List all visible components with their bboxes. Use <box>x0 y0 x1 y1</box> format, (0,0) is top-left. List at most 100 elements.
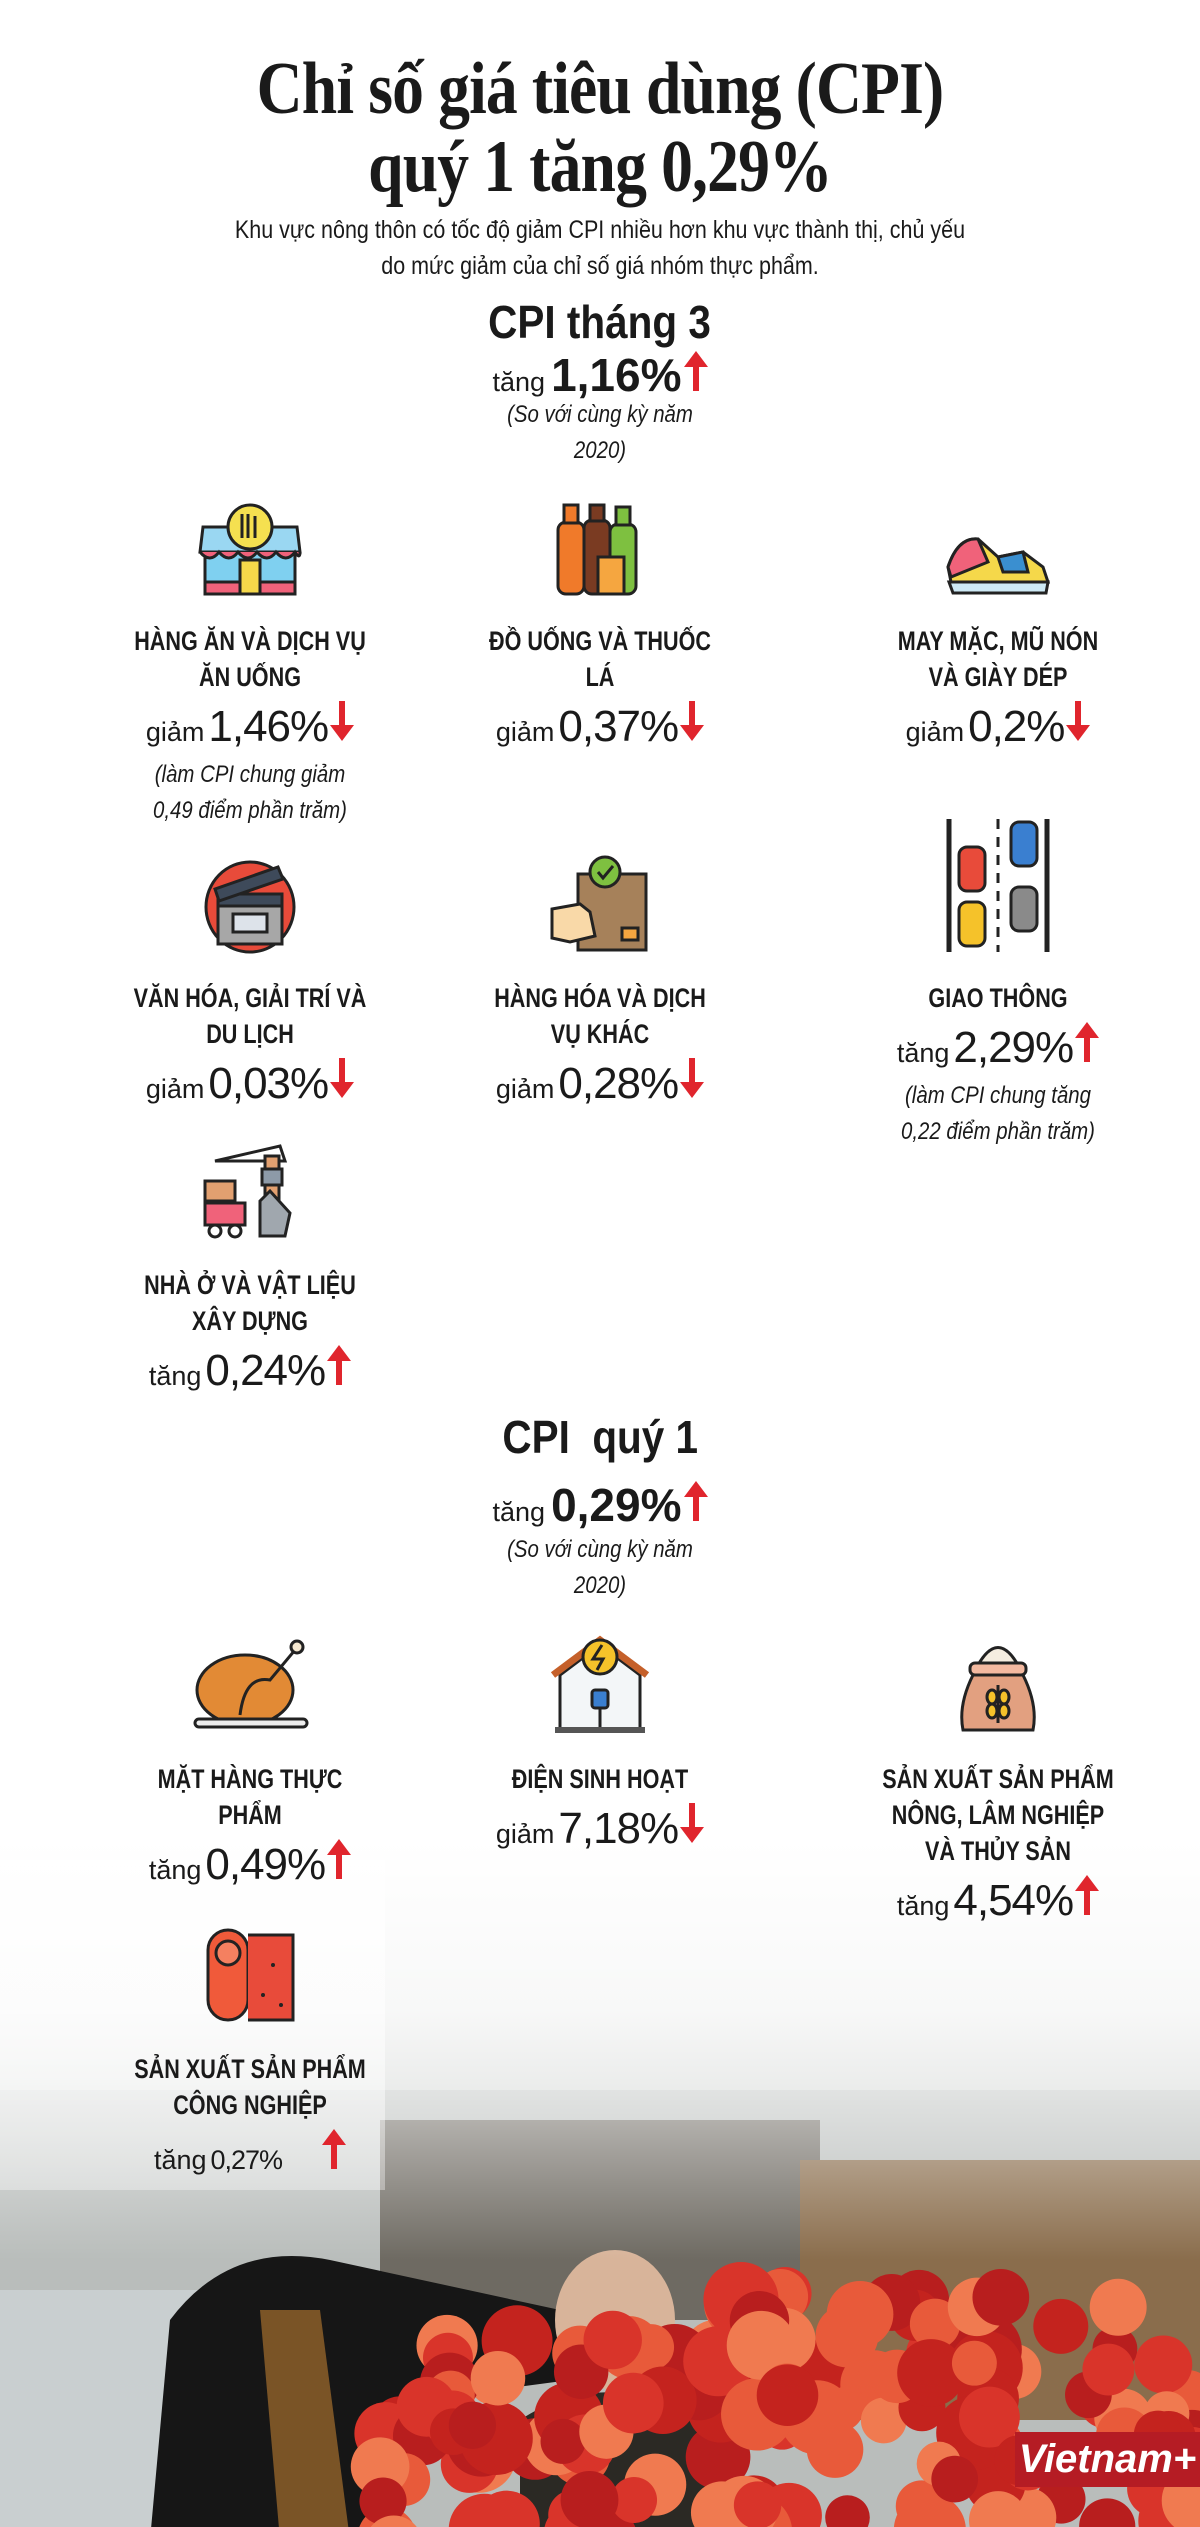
month-cpi-title: CPI tháng 3 <box>0 295 1200 349</box>
fabric-roll-icon <box>50 1925 450 2025</box>
electricity-house-icon <box>400 1635 800 1735</box>
category-item: GIAO THÔNG tăng2,29% (làm CPI chung tăng… <box>798 817 1198 1150</box>
apple <box>370 2515 417 2527</box>
apple <box>931 2455 979 2503</box>
package-icon <box>400 854 800 954</box>
change-word: tăng <box>148 1855 202 1885</box>
category-label: HÀNG HÓA VÀ DỊCH VỤ KHÁC <box>400 980 800 1052</box>
label-line: SẢN XUẤT SẢN PHẨM <box>882 1764 1114 1794</box>
arrow-down-icon <box>680 1058 705 1103</box>
apple <box>968 2491 1028 2527</box>
apple <box>560 2471 619 2527</box>
change-word: giảm <box>905 717 965 747</box>
change-value: 0,24% <box>205 1346 326 1395</box>
change-word: tăng <box>896 1038 950 1068</box>
apple <box>815 2304 879 2368</box>
change-word: giảm <box>145 1074 205 1104</box>
change-row: giảm0,37% <box>400 701 800 757</box>
apple <box>540 2418 586 2464</box>
category-label: MAY MẶC, MŨ NÓN VÀ GIÀY DÉP <box>798 623 1198 695</box>
apple <box>860 2397 907 2444</box>
arrow-down-icon <box>330 1058 355 1103</box>
apple <box>359 2477 407 2525</box>
apple <box>726 2310 796 2380</box>
vietnamplus-logo: Vietnam+ <box>1015 2432 1200 2487</box>
apple <box>1033 2298 1089 2354</box>
change-value: 1,46% <box>208 702 329 751</box>
roast-chicken-icon <box>50 1635 450 1735</box>
label-line: GIAO THÔNG <box>928 983 1068 1013</box>
category-label: ĐIỆN SINH HOẠT <box>400 1761 800 1797</box>
arrow-up-icon <box>1075 1875 1100 1920</box>
label-line: ĐIỆN SINH HOẠT <box>511 1764 689 1794</box>
change-value: 0,29% <box>551 1479 682 1531</box>
label-line: HÀNG HÓA VÀ DỊCH <box>494 983 706 1013</box>
change-value: 1,16% <box>551 349 682 401</box>
category-item: HÀNG HÓA VÀ DỊCH VỤ KHÁC giảm0,28% <box>400 854 800 1114</box>
month-note: (So với cùng kỳ năm 2020) <box>400 397 800 469</box>
category-label: SẢN XUẤT SẢN PHẨM NÔNG, LÂM NGHIỆP VÀ TH… <box>798 1761 1198 1869</box>
apple <box>951 2340 997 2386</box>
title-line: quý 1 tăng 0,29% <box>368 126 832 208</box>
label-line: MAY MẶC, MŨ NÓN <box>897 626 1099 656</box>
change-value: 0,28% <box>558 1059 679 1108</box>
bottles-icon <box>400 497 800 597</box>
label-line: XÂY DỰNG <box>192 1306 308 1336</box>
title-line: Chỉ số giá tiêu dùng (CPI) <box>256 48 944 130</box>
note-line: (So với cùng kỳ năm <box>507 401 693 428</box>
label-line: HÀNG ĂN VÀ DỊCH VỤ <box>134 626 366 656</box>
note-line: (làm CPI chung tăng <box>905 1082 1091 1109</box>
change-value: 0,03% <box>208 1059 329 1108</box>
change-row: giảm0,2% <box>798 701 1198 757</box>
arrow-down-icon <box>680 1803 705 1848</box>
label-line: SẢN XUẤT SẢN PHẨM <box>134 2054 366 2084</box>
change-word: giảm <box>495 1074 555 1104</box>
arrow-up-icon <box>683 1481 708 1526</box>
apple <box>756 2364 819 2426</box>
apple <box>448 2401 497 2449</box>
quarter-cpi-title: CPI quý 1 <box>0 1410 1200 1464</box>
category-label: GIAO THÔNG <box>798 980 1198 1016</box>
label-line: NHÀ Ở VÀ VẬT LIỆU <box>144 1270 356 1300</box>
month-cpi-value: tăng 1,16% <box>0 348 1200 402</box>
category-item: ĐỒ UỐNG VÀ THUỐC LÁ giảm0,37% <box>400 497 800 757</box>
apple <box>583 2310 642 2370</box>
arrow-up-icon <box>1075 1022 1100 1067</box>
subtitle-line: Khu vực nông thôn có tốc độ giảm CPI nhi… <box>234 216 966 244</box>
subtitle: Khu vực nông thôn có tốc độ giảm CPI nhi… <box>100 212 1100 284</box>
change-value: 0,27% <box>210 2145 284 2175</box>
arrow-down-icon <box>1066 701 1091 746</box>
traffic-icon <box>798 817 1198 954</box>
change-word: tăng <box>492 367 546 397</box>
month-title-text: CPI tháng 3 <box>488 296 712 348</box>
category-item: MẶT HÀNG THỰC PHẨM tăng0,49% <box>50 1635 450 1895</box>
note-line: (làm CPI chung giảm <box>154 761 346 788</box>
label-line: ĂN UỐNG <box>199 662 301 692</box>
category-label: ĐỒ UỐNG VÀ THUỐC LÁ <box>400 623 800 695</box>
restaurant-icon <box>50 497 450 597</box>
change-word: tăng <box>896 1891 950 1921</box>
construction-icon <box>50 1141 450 1241</box>
label-line: PHẨM <box>218 1800 282 1830</box>
change-value: 4,54% <box>953 1876 1074 1925</box>
category-label: MẶT HÀNG THỰC PHẨM <box>50 1761 450 1833</box>
apple <box>1089 2278 1147 2336</box>
apple <box>1134 2335 1193 2394</box>
category-label: SẢN XUẤT SẢN PHẨM CÔNG NGHIỆP <box>50 2051 450 2123</box>
apple <box>893 2493 966 2527</box>
change-value: 2,29% <box>953 1023 1074 1072</box>
change-word: tăng <box>148 1361 202 1391</box>
label-line: VĂN HÓA, GIẢI TRÍ VÀ <box>133 983 367 1013</box>
apple <box>733 2481 782 2527</box>
label-line: VÀ THỦY SẢN <box>924 1836 1072 1866</box>
note-line: (So với cùng kỳ năm <box>507 1536 693 1563</box>
category-item: NHÀ Ở VÀ VẬT LIỆU XÂY DỰNG tăng0,24% <box>50 1141 450 1401</box>
quarter-cpi-value: tăng 0,29% <box>0 1478 1200 1532</box>
label-line: CÔNG NGHIỆP <box>173 2090 327 2120</box>
apple <box>448 2493 520 2527</box>
change-value: 0,2% <box>968 702 1065 751</box>
change-row: giảm7,18% <box>400 1803 800 1859</box>
change-row: tăng0,49% <box>50 1839 450 1895</box>
label-line: DU LỊCH <box>206 1019 294 1049</box>
